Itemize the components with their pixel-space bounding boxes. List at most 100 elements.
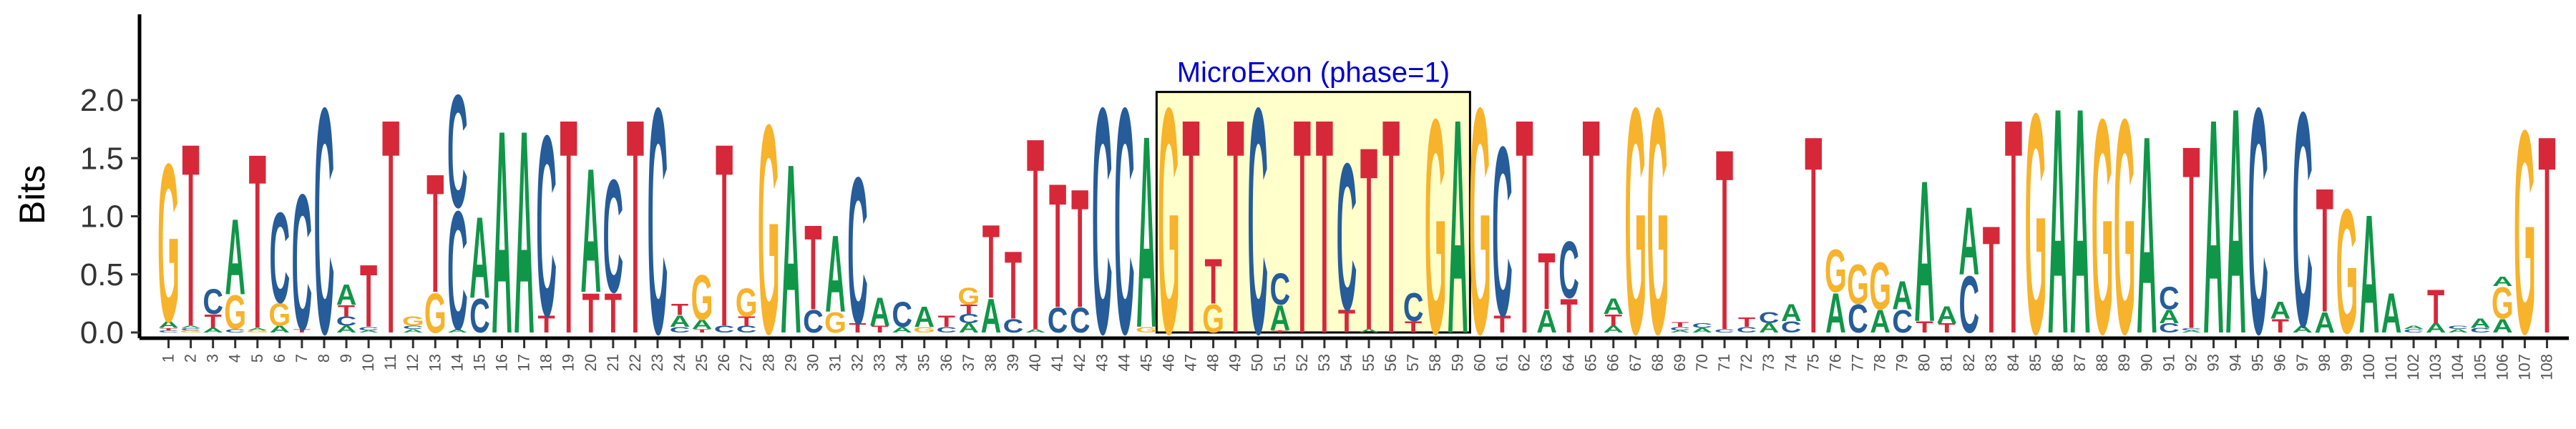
logo-letter-c: C — [2448, 325, 2469, 330]
y-tick-label: 1.5 — [80, 141, 124, 176]
x-tick-label: 75 — [1804, 354, 1822, 371]
logo-letter-t: T — [871, 324, 888, 335]
logo-letter-g: G — [913, 325, 935, 334]
x-tick-label: 100 — [2360, 354, 2378, 380]
x-tick-label: 62 — [1515, 354, 1533, 371]
logo-letter-c: C — [1892, 305, 1913, 340]
x-tick-label: 41 — [1048, 354, 1066, 371]
logo-letter-a: A — [692, 317, 713, 332]
x-tick-label: 108 — [2537, 354, 2555, 380]
x-tick-label: 86 — [2049, 354, 2067, 371]
x-tick-label: 67 — [1626, 354, 1644, 371]
logo-letter-a: A — [1670, 330, 1691, 333]
logo-letter-a: A — [2404, 325, 2424, 330]
x-tick-label: 49 — [1226, 354, 1244, 371]
logo-letter-t: T — [249, 102, 266, 381]
x-tick-label: 76 — [1826, 354, 1844, 371]
logo-letter-t: T — [205, 311, 223, 332]
logo-letter-c: C — [158, 330, 179, 333]
x-tick-label: 23 — [648, 354, 666, 371]
x-tick-label: 36 — [937, 354, 955, 371]
x-tick-label: 19 — [560, 354, 577, 371]
logo-letter-t: T — [360, 247, 377, 346]
logo-letter-c: C — [2159, 321, 2180, 335]
logo-letter-t: T — [960, 302, 977, 317]
logo-letter-c: C — [1048, 300, 1068, 340]
logo-letter-c: C — [2159, 281, 2180, 317]
x-tick-label: 71 — [1715, 354, 1733, 371]
x-tick-label: 2 — [182, 354, 200, 363]
x-tick-label: 94 — [2227, 354, 2245, 371]
logo-letter-c: C — [1670, 326, 1691, 332]
logo-letter-c: C — [1070, 300, 1091, 340]
logo-letter-c: C — [336, 314, 357, 328]
logo-letter-a: A — [270, 324, 291, 335]
logo-letter-t: T — [716, 90, 733, 382]
logo-letter-a: A — [892, 325, 912, 334]
logo-letter-c: C — [2181, 327, 2202, 331]
logo-letter-c: C — [892, 295, 912, 335]
logo-letter-t: T — [2272, 315, 2290, 337]
logo-letter-c: C — [1492, 97, 1513, 368]
logo-letter-t: T — [2427, 280, 2444, 334]
logo-letter-a: A — [2381, 282, 2402, 345]
logo-letter-a: A — [2448, 328, 2469, 334]
logo-letter-g: G — [224, 285, 246, 340]
logo-letter-a: A — [1692, 327, 1713, 334]
logo-letter-a: A — [2181, 330, 2202, 333]
logo-letter-a: A — [1781, 299, 1802, 326]
logo-letter-t: T — [182, 90, 199, 382]
x-tick-label: 81 — [1938, 354, 1956, 371]
logo-letter-g: G — [1847, 253, 1869, 316]
x-tick-label: 11 — [381, 354, 399, 370]
logo-letter-t: T — [1938, 321, 1956, 335]
logo-letter-c: C — [1737, 325, 1757, 334]
x-tick-label: 74 — [1782, 354, 1800, 371]
x-tick-label: 104 — [2449, 354, 2467, 380]
logo-letter-c: C — [936, 325, 957, 334]
x-tick-label: 54 — [1337, 354, 1355, 371]
logo-letter-g: G — [1869, 249, 1891, 325]
x-tick-label: 25 — [693, 354, 711, 371]
logo-letter-c: C — [602, 147, 623, 327]
x-tick-label: 24 — [670, 354, 688, 371]
x-tick-label: 15 — [470, 354, 488, 371]
x-tick-label: 46 — [1159, 354, 1177, 371]
logo-letter-a: A — [1936, 302, 1957, 329]
x-tick-label: 45 — [1137, 354, 1155, 371]
x-tick-label: 48 — [1204, 354, 1222, 371]
axes: Bits — [12, 14, 2569, 340]
logo-letter-a: A — [981, 289, 1002, 343]
x-tick-label: 40 — [1026, 354, 1044, 371]
x-tick-label: 63 — [1538, 354, 1556, 371]
x-tick-label: 34 — [893, 354, 911, 371]
logo-letter-c: C — [292, 155, 313, 371]
logo-letter-g: G — [157, 117, 180, 370]
x-tick-label: 58 — [1426, 354, 1444, 371]
logo-letter-a: A — [1136, 78, 1157, 385]
logo-letter-t: T — [1405, 318, 1423, 336]
x-tick-label: 87 — [2071, 354, 2089, 371]
x-tick-label: 96 — [2271, 354, 2289, 371]
x-tick-label: 53 — [1315, 354, 1333, 371]
logo-letter-c: C — [847, 134, 868, 368]
highlight-region: MicroExon (phase=1) — [1155, 57, 1471, 334]
x-tick-label: 83 — [1982, 354, 2000, 371]
logo-letter-g: G — [402, 314, 424, 328]
logo-letter-t: T — [2182, 93, 2200, 385]
logo-letter-c: C — [1337, 120, 1357, 355]
logo-letter-t: T — [1538, 236, 1555, 327]
logo-letter-a: A — [1536, 305, 1557, 340]
logo-letter-a: A — [358, 330, 379, 333]
logo-letter-t: T — [804, 201, 821, 336]
logo-letter-a: A — [2292, 324, 2313, 335]
x-tick-label: 21 — [604, 354, 622, 371]
logo-letter-t: T — [938, 312, 956, 330]
x-tick-label: 4 — [226, 354, 244, 363]
x-tick-label: 70 — [1693, 354, 1711, 371]
logo-letter-c: C — [270, 186, 291, 330]
logo-letter-a: A — [914, 300, 935, 333]
x-tick-label: 42 — [1070, 354, 1088, 371]
x-tick-label: 61 — [1493, 354, 1511, 371]
